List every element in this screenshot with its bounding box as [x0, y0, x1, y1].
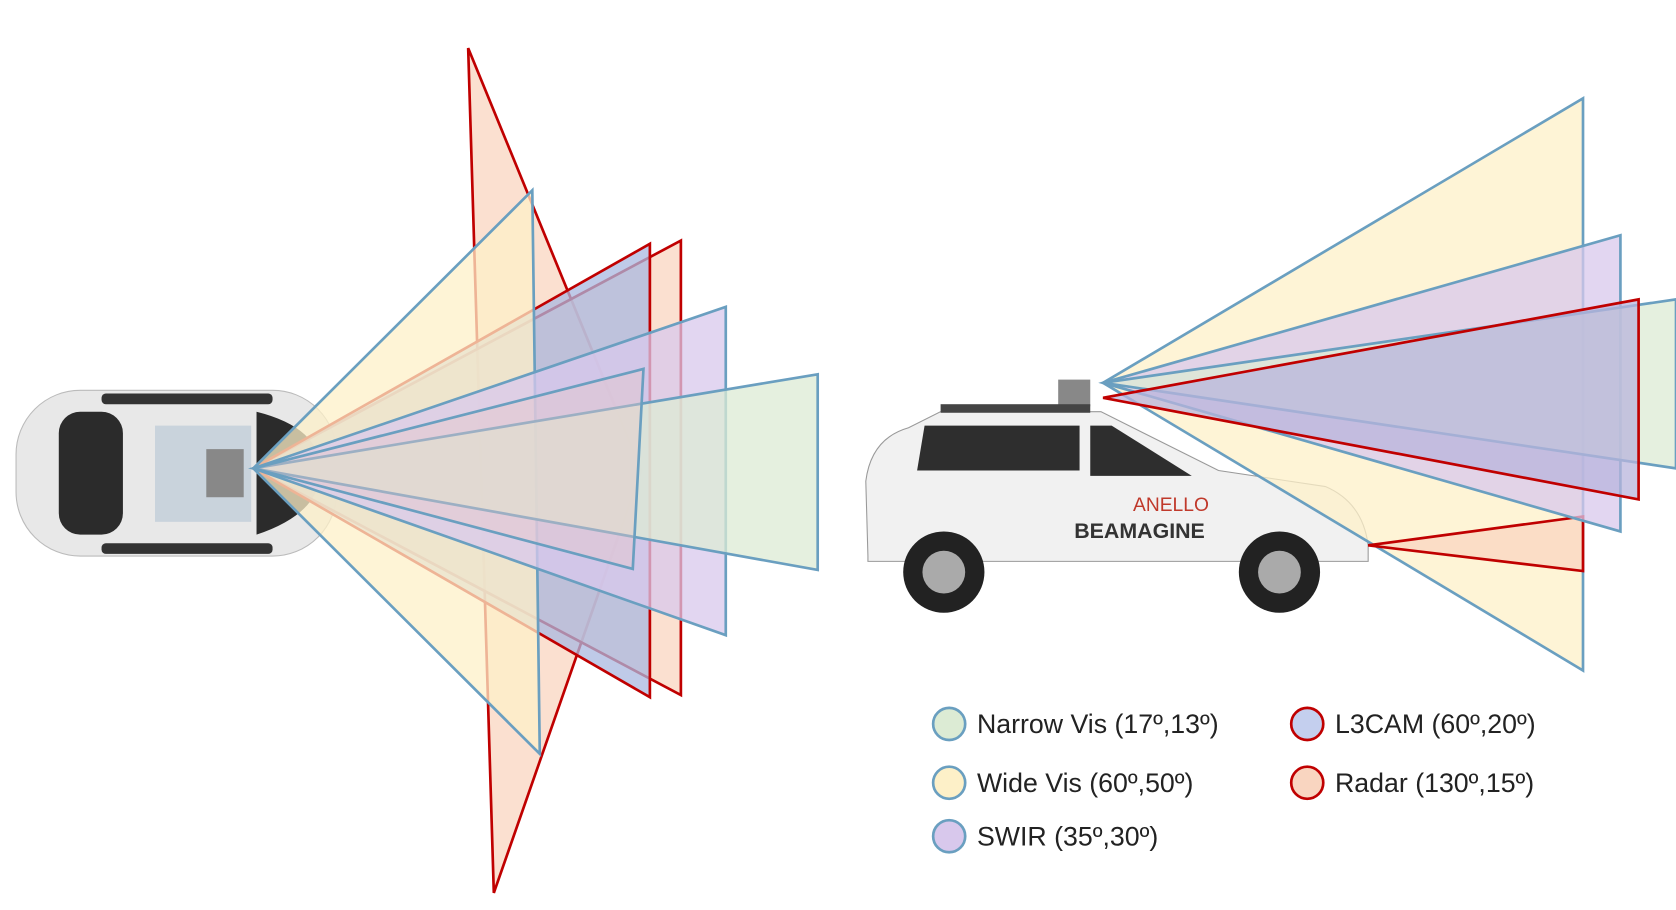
legend: Narrow Vis (17º,13º) Wide Vis (60º,50º) SW… [931, 706, 1536, 854]
legend-swatch [931, 765, 967, 801]
legend-label: Narrow Vis (17º,13º) [977, 709, 1219, 739]
side-view-fov [1098, 96, 1676, 673]
legend-swatch [1289, 765, 1325, 801]
top-view-fov [248, 47, 820, 894]
legend-label: SWIR (35º,30º) [977, 821, 1158, 851]
legend-swatch [931, 818, 967, 854]
logo-text: BEAMAGINE [1074, 519, 1205, 543]
legend-swatch [931, 706, 967, 742]
logo-text: ANELLO [1133, 495, 1209, 516]
side-view-car: ANELLO BEAMAGINE [865, 379, 1369, 613]
legend-swatch [1289, 706, 1325, 742]
top-view-car [15, 389, 338, 557]
legend-label: Radar (130º,15º) [1335, 768, 1534, 798]
legend-label: L3CAM (60º,20º) [1335, 709, 1536, 739]
legend-label: Wide Vis (60º,50º) [977, 768, 1193, 798]
